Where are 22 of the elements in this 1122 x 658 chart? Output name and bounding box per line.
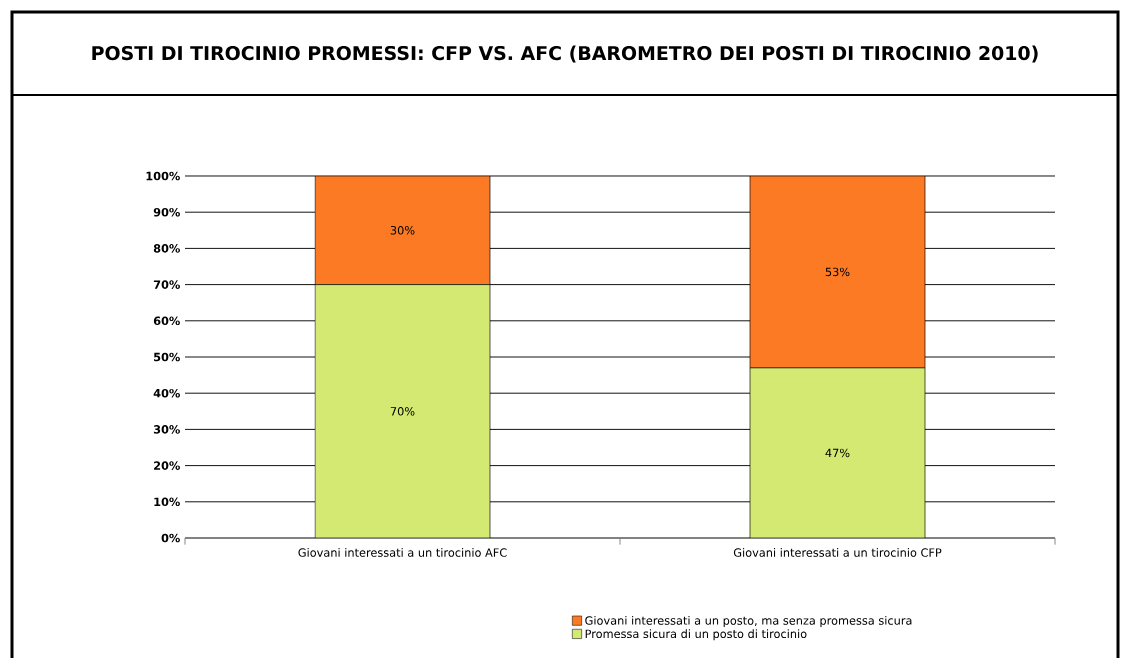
y-tick-label: 80% (153, 244, 180, 253)
y-tick-label: 50% (154, 352, 180, 362)
y-tick-label: 100% (146, 171, 180, 181)
x-tick-label: Giovani interessati a un tirocinio CFP (733, 548, 942, 557)
data-label: 47% (825, 448, 850, 458)
y-tick-label: 10% (154, 497, 180, 507)
y-tick-label: 40% (153, 388, 180, 398)
y-tick-label: 70% (153, 280, 180, 289)
legend-label: Giovani interessati a un posto, ma senza promessa sicura (585, 616, 912, 627)
legend-label: Promessa sicura di un posto di tirocinio (585, 629, 807, 641)
bar (314, 176, 491, 285)
data-label: 53% (825, 267, 850, 277)
y-tick-label: 30% (153, 425, 180, 434)
data-label: 30% (390, 226, 415, 235)
chart-title: POSTI DI TIROCINIO PROMESSI: CFP VS. AFC (BAROMETRO DEI POSTI DI TIROCINIO 2010) (92, 45, 1038, 63)
y-tick-label: 60% (153, 316, 180, 326)
y-tick-label: 90% (153, 207, 180, 217)
bar (749, 176, 926, 369)
data-label: 70% (390, 407, 415, 416)
y-tick-label: 0% (161, 533, 180, 543)
y-tick-label: 20% (154, 461, 180, 470)
x-tick-label: Giovani interessati a un tirocinio AFC (298, 548, 507, 557)
